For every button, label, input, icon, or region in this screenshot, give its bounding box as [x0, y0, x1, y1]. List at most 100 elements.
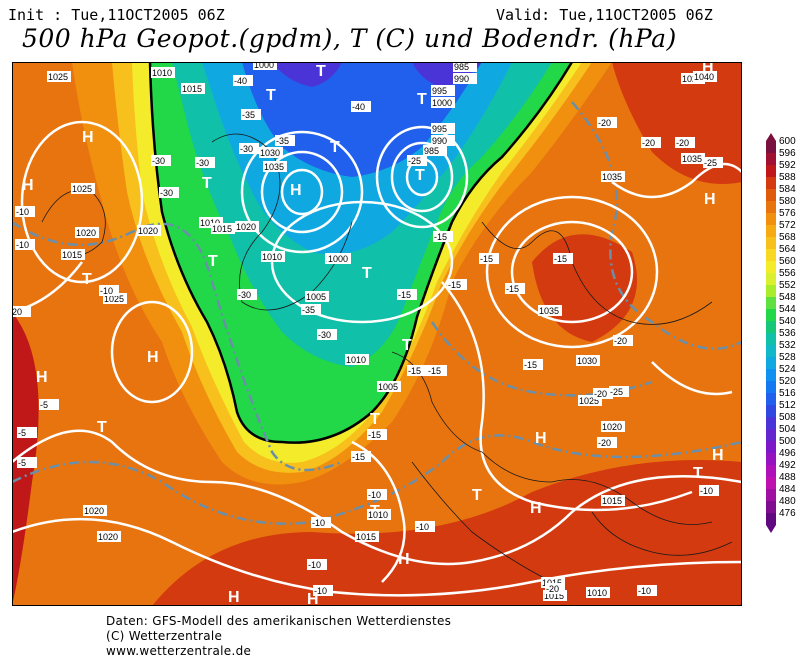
svg-text:990: 990 [454, 74, 469, 84]
scale-swatch [766, 153, 776, 165]
high-marker: H [290, 182, 302, 199]
pressure-value-label: 1040 [693, 71, 717, 82]
svg-text:-30: -30 [238, 290, 251, 300]
scale-label: 520 [779, 376, 796, 387]
pressure-value-label: 1030 [576, 355, 600, 366]
credit-copyright: (C) Wetterzentrale [106, 629, 223, 643]
svg-text:-15: -15 [428, 366, 441, 376]
pressure-value-label: 1010 [367, 509, 391, 520]
temperature-value-label: -15 [523, 359, 543, 370]
scale-swatch [766, 273, 776, 285]
svg-text:1015: 1015 [62, 250, 82, 260]
scale-swatch [766, 249, 776, 261]
scale-label: 476 [779, 508, 796, 519]
pressure-value-label: 1010 [199, 217, 223, 228]
low-core-west [272, 62, 342, 87]
pressure-value-label: 990 [431, 135, 455, 146]
scale-label: 544 [779, 304, 796, 315]
temperature-value-label: 20 [12, 306, 31, 317]
high-marker: H [398, 551, 410, 568]
scale-swatch [766, 417, 776, 429]
map-frame [12, 62, 742, 606]
high-marker: H [535, 430, 547, 447]
svg-text:1005: 1005 [306, 292, 326, 302]
low-marker: T [370, 411, 380, 428]
temperature-value-label: -40 [351, 101, 371, 112]
scale-label: 576 [779, 208, 796, 219]
pressure-value-label: 1020 [97, 531, 121, 542]
low-marker: T [316, 63, 326, 80]
high-marker: H [228, 589, 240, 606]
low-marker: T [415, 167, 425, 184]
svg-text:1000: 1000 [254, 62, 274, 70]
high-marker: H [82, 129, 94, 146]
valid-time-label: Valid: Tue,11OCT2005 06Z [496, 6, 713, 24]
scale-swatch [766, 141, 776, 153]
color-scale: 6005965925885845805765725685645605565525… [766, 133, 796, 533]
temperature-value-label: -10 [699, 485, 719, 496]
pressure-value-label: 1000 [253, 62, 277, 70]
pressure-value-label: 1015 [355, 531, 379, 542]
pressure-value-label: 1010 [261, 251, 285, 262]
svg-text:-20: -20 [614, 336, 627, 346]
high-marker: H [36, 369, 48, 386]
svg-text:-10: -10 [368, 490, 381, 500]
pressure-value-label: 1010 [345, 354, 369, 365]
svg-text:-15: -15 [448, 280, 461, 290]
scale-swatch [766, 477, 776, 489]
temperature-value-label: -15 [407, 365, 427, 376]
temperature-value-label: -10 [313, 585, 333, 596]
scale-swatch [766, 225, 776, 237]
credit-website: www.wetterzentrale.de [106, 644, 252, 658]
svg-text:1020: 1020 [236, 222, 256, 232]
temperature-value-label: -20 [641, 137, 661, 148]
scale-swatch [766, 297, 776, 309]
pressure-value-label: 1035 [601, 171, 625, 182]
pressure-value-label: 995 [431, 85, 455, 96]
svg-text:-10: -10 [312, 518, 325, 528]
svg-text:-10: -10 [638, 586, 651, 596]
svg-text:1020: 1020 [138, 226, 158, 236]
init-time-label: Init : Tue,11OCT2005 06Z [8, 6, 225, 24]
scale-label: 488 [779, 472, 796, 483]
pressure-value-label: 1010 [151, 67, 175, 78]
svg-text:-20: -20 [642, 138, 655, 148]
svg-text:995: 995 [432, 86, 447, 96]
temperature-value-label: -10 [311, 517, 331, 528]
svg-text:1015: 1015 [212, 224, 232, 234]
svg-text:-20: -20 [546, 584, 559, 594]
svg-text:-15: -15 [506, 284, 519, 294]
svg-text:-10: -10 [700, 486, 713, 496]
svg-text:-30: -30 [240, 144, 253, 154]
scale-bottom-arrow [766, 525, 776, 533]
scale-swatch [766, 165, 776, 177]
scale-label: 584 [779, 184, 796, 195]
pressure-value-label: 1020 [75, 227, 99, 238]
temperature-value-label: -15 [367, 429, 387, 440]
scale-top-arrow [766, 133, 776, 141]
scale-swatch [766, 465, 776, 477]
svg-text:-15: -15 [398, 290, 411, 300]
scale-label: 540 [779, 316, 796, 327]
svg-text:-10: -10 [416, 522, 429, 532]
scale-swatch [766, 177, 776, 189]
svg-text:1000: 1000 [328, 254, 348, 264]
pressure-value-label: 1035 [263, 161, 287, 172]
scale-swatch [766, 357, 776, 369]
svg-text:-30: -30 [318, 330, 331, 340]
svg-text:-5: -5 [18, 458, 26, 468]
warm-northeast-zone [612, 62, 742, 184]
svg-text:1030: 1030 [260, 148, 280, 158]
scale-label: 580 [779, 196, 796, 207]
scale-label: 500 [779, 436, 796, 447]
svg-text:1030: 1030 [577, 356, 597, 366]
svg-text:-40: -40 [352, 102, 365, 112]
svg-text:1035: 1035 [539, 306, 559, 316]
svg-text:-15: -15 [408, 366, 421, 376]
pressure-value-label: 1025 [103, 293, 127, 304]
pressure-value-label: 1015 [61, 249, 85, 260]
pressure-value-label: 1025 [578, 395, 602, 406]
temperature-value-label: -5 [17, 427, 37, 438]
svg-text:-10: -10 [16, 240, 29, 250]
scale-swatch [766, 213, 776, 225]
